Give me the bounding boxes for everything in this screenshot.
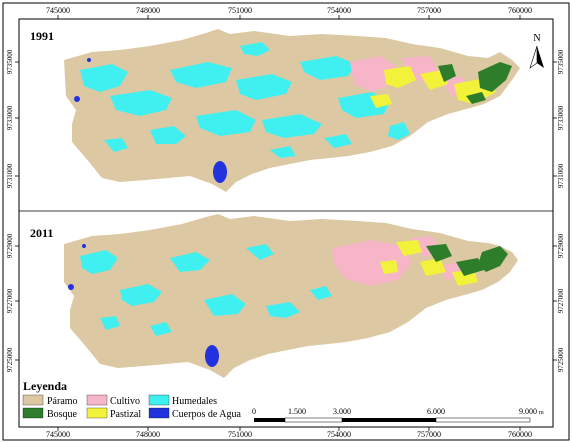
north-arrow-icon [537,46,544,68]
north-arrow: N [529,33,544,69]
pastizal-2011 [380,240,478,286]
agua-2011 [68,244,219,367]
legend-swatch [86,394,108,406]
agua-1991 [74,58,227,183]
bottom-tick-label: 748000 [136,430,160,439]
right-tick-label: 9735000 [557,49,565,74]
scale-bar-label: 3.000 [333,407,351,416]
bottom-tick-label: 745000 [46,430,70,439]
humedales-2011 [80,244,332,336]
scale-bar-label: 0 [252,407,256,416]
scale-bar-segment [254,418,285,422]
humedales-1991 [80,42,410,158]
top-tick-label: 745000 [46,6,70,15]
top-tick-label: 760000 [508,6,532,15]
right-tick-label: 9729000 [557,233,565,258]
bottom-tick-label: 754000 [327,430,351,439]
scale-bar-segment [435,417,531,423]
legend-item-label: Cuerpos de Agua [172,409,241,420]
pastizal-1991 [370,66,496,108]
bottom-tick-label: 760000 [508,430,532,439]
legend-item-label: Cultivo [110,396,140,407]
left-tick-label: 9731000 [6,163,14,188]
map-2011: 2011 [30,214,518,378]
top-tick-label: 757000 [417,6,441,15]
year-label-1991: 1991 [30,29,54,43]
right-tick-label: 9731000 [557,163,565,188]
left-tick-label: 9727000 [6,288,14,313]
map-frame [18,18,554,428]
north-arrow-icon [529,45,538,69]
scale-bar-label: 9.000 [519,407,537,416]
legend-item-label: Humedales [172,396,217,407]
scale-bar: 0 1.500 3.000 6.000 9.000 m [252,407,544,423]
top-tick-label: 754000 [327,6,351,15]
top-tick-label: 751000 [228,6,252,15]
legend-swatch [22,407,44,419]
left-tick-label: 9725000 [6,347,14,372]
north-arrow-label: N [533,33,540,44]
right-tick-label: 9725000 [557,347,565,372]
scale-bar-segment [284,417,343,423]
right-tick-label: 9727000 [557,288,565,313]
legend-swatch [148,407,170,419]
legend-swatch [148,394,170,406]
scale-bar-label: 6.000 [427,407,445,416]
legend-item-label: Pastizal [110,409,141,420]
legend-swatch [86,407,108,419]
left-tick-label: 9729000 [6,233,14,258]
top-tick-label: 748000 [136,6,160,15]
legend-item-label: Bosque [47,409,78,420]
bosque-2011 [426,244,508,276]
left-tick-label: 9735000 [6,49,14,74]
year-label-2011: 2011 [30,226,53,240]
legend-swatch [22,394,44,406]
left-tick-label: 9733000 [6,105,14,130]
bottom-tick-label: 757000 [417,430,441,439]
legend: Leyenda Páramo Bosque Cultivo Pastizal H… [22,379,241,420]
legend-title: Leyenda [23,379,67,393]
legend-item-label: Páramo [47,396,78,407]
bosque-1991 [438,62,512,104]
right-tick-label: 9733000 [557,105,565,130]
graticule-ticks [15,15,557,431]
scale-bar-label: 1.500 [288,407,306,416]
bottom-tick-label: 751000 [228,430,252,439]
scale-bar-unit: m [539,410,544,416]
map-1991: 1991 [30,29,520,192]
scale-bar-segment [342,418,436,422]
